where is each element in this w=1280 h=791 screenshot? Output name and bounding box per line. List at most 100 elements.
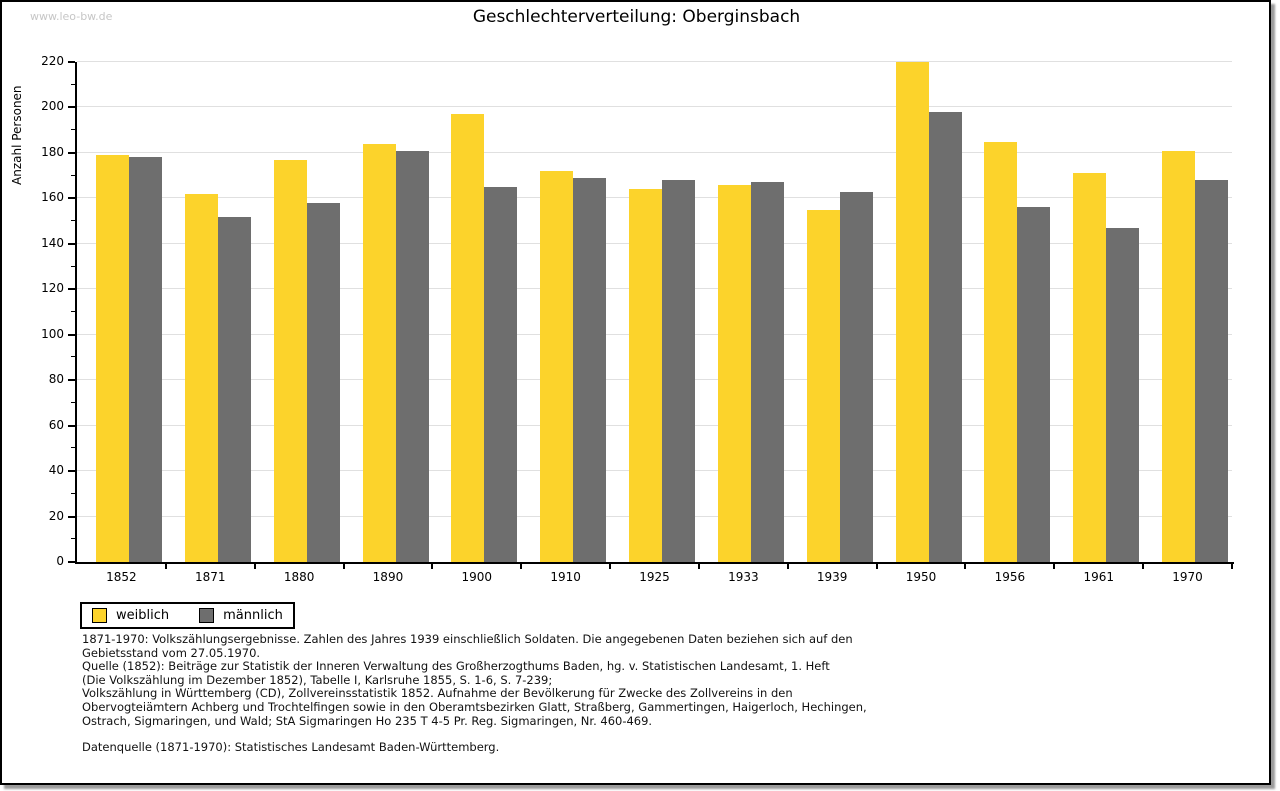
bar-männlich-1910 — [573, 177, 607, 562]
x-tick-1 — [164, 564, 167, 569]
bar-männlich-1950 — [928, 112, 962, 562]
bar-männlich-1925 — [662, 180, 696, 562]
y-tick-130 — [71, 265, 75, 267]
bar-weiblich-1871 — [184, 193, 218, 562]
y-tick-80 — [68, 379, 75, 382]
x-tick-3 — [342, 564, 345, 569]
chart-title: Geschlechterverteilung: Oberginsbach — [472, 7, 801, 27]
y-tick-0 — [68, 561, 75, 563]
bar-männlich-1900 — [484, 187, 518, 562]
y-tick-110 — [71, 311, 75, 312]
x-tick-4 — [431, 564, 434, 569]
bar-männlich-1880 — [306, 202, 340, 562]
footnote-line: (Die Volkszählung im Dezember 1852), Tab… — [82, 672, 553, 687]
y-tick-label-200: 200 — [41, 99, 64, 114]
x-tick-8 — [786, 564, 789, 569]
y-tick-label-100: 100 — [41, 326, 64, 341]
footnotes: 1871-1970: Volkszählungsergebnisse. Zahl… — [82, 632, 867, 755]
y-tick-220 — [68, 61, 75, 63]
y-tick-label-220: 220 — [41, 54, 64, 68]
bar-männlich-1933 — [750, 182, 784, 562]
y-tick-label-120: 120 — [41, 281, 64, 296]
x-tick-9 — [875, 564, 878, 569]
x-label-1970: 1970 — [1172, 570, 1203, 584]
bar-weiblich-1950 — [895, 62, 929, 562]
y-tick-10 — [71, 538, 75, 540]
x-tick-6 — [609, 564, 612, 569]
bar-weiblich-1880 — [273, 159, 307, 562]
bar-weiblich-1961 — [1073, 173, 1107, 562]
footnote-line: Obervogteiämtern Achberg und Trochtelfin… — [82, 699, 867, 714]
watermark-leo-bw: www.leo-bw.de — [30, 10, 113, 23]
y-tick-30 — [71, 492, 75, 494]
footnote-line: Gebietsstand vom 27.05.1970. — [82, 645, 261, 660]
bar-weiblich-1939 — [806, 209, 840, 562]
legend-swatch-maennlich — [199, 608, 215, 623]
y-tick-label-0: 0 — [56, 554, 64, 568]
gridline-200 — [77, 106, 1232, 108]
footnote-line: Ostrach, Sigmaringen, und Wald; StA Sigm… — [82, 713, 653, 728]
bar-männlich-1890 — [395, 150, 429, 562]
bar-männlich-1871 — [217, 216, 251, 562]
y-tick-label-40: 40 — [48, 463, 64, 478]
y-tick-150 — [71, 220, 75, 222]
y-tick-140 — [68, 242, 75, 245]
y-tick-40 — [68, 470, 75, 473]
x-tick-2 — [253, 564, 256, 569]
bar-männlich-1939 — [839, 191, 873, 562]
legend: weiblich männlich — [80, 602, 295, 629]
x-tick-5 — [520, 564, 523, 569]
bar-weiblich-1925 — [629, 189, 663, 562]
y-tick-label-160: 160 — [41, 190, 64, 205]
legend-label-weiblich: weiblich — [116, 608, 170, 623]
x-tick-10 — [964, 564, 967, 569]
x-label-1950: 1950 — [905, 570, 937, 584]
x-label-1880: 1880 — [283, 570, 315, 584]
bar-weiblich-1970 — [1162, 150, 1196, 562]
x-tick-11 — [1053, 564, 1056, 569]
x-label-1939: 1939 — [816, 570, 848, 584]
x-label-1925: 1925 — [639, 570, 670, 584]
plot-area — [75, 61, 1234, 564]
gridline-180 — [77, 151, 1232, 153]
y-tick-90 — [71, 356, 75, 358]
x-label-1890: 1890 — [372, 570, 404, 584]
gridline-220 — [77, 61, 1232, 62]
bar-weiblich-1900 — [451, 114, 485, 562]
bar-weiblich-1956 — [984, 141, 1018, 562]
y-tick-200 — [68, 106, 75, 109]
y-tick-210 — [71, 83, 75, 85]
y-tick-180 — [68, 151, 75, 154]
y-tick-190 — [71, 129, 75, 131]
bar-weiblich-1852 — [96, 155, 129, 562]
y-tick-label-140: 140 — [41, 235, 64, 250]
x-label-1871: 1871 — [194, 570, 226, 584]
footnote-datasource: Datenquelle (1871-1970): Statistisches L… — [82, 740, 500, 755]
footnote-line: Quelle (1852): Beiträge zur Statistik de… — [82, 659, 830, 674]
legend-swatch-weiblich — [92, 608, 107, 623]
legend-label-maennlich: männlich — [223, 608, 283, 623]
x-tick-13 — [1231, 564, 1233, 569]
bar-weiblich-1890 — [362, 143, 396, 562]
bar-männlich-1852 — [129, 157, 162, 562]
y-tick-160 — [68, 197, 75, 200]
y-tick-label-180: 180 — [41, 144, 64, 159]
footnote-line: 1871-1970: Volkszählungsergebnisse. Zahl… — [82, 632, 853, 646]
x-label-1956: 1956 — [994, 570, 1026, 584]
y-tick-label-60: 60 — [48, 417, 64, 432]
x-label-1933: 1933 — [728, 570, 759, 584]
x-tick-7 — [697, 564, 700, 569]
y-tick-60 — [68, 424, 75, 427]
footnote-line: Volkszählung in Württemberg (CD), Zollve… — [82, 686, 793, 701]
y-tick-label-20: 20 — [48, 508, 64, 523]
x-label-1852: 1852 — [106, 570, 137, 584]
bar-weiblich-1910 — [540, 171, 574, 562]
x-tick-12 — [1142, 564, 1145, 569]
y-tick-170 — [71, 174, 75, 176]
y-axis-label: Anzahl Personen — [10, 85, 24, 185]
bar-weiblich-1933 — [717, 184, 751, 562]
y-tick-70 — [71, 401, 75, 403]
y-tick-50 — [71, 447, 75, 449]
bar-männlich-1961 — [1106, 227, 1140, 562]
y-tick-20 — [68, 515, 75, 518]
